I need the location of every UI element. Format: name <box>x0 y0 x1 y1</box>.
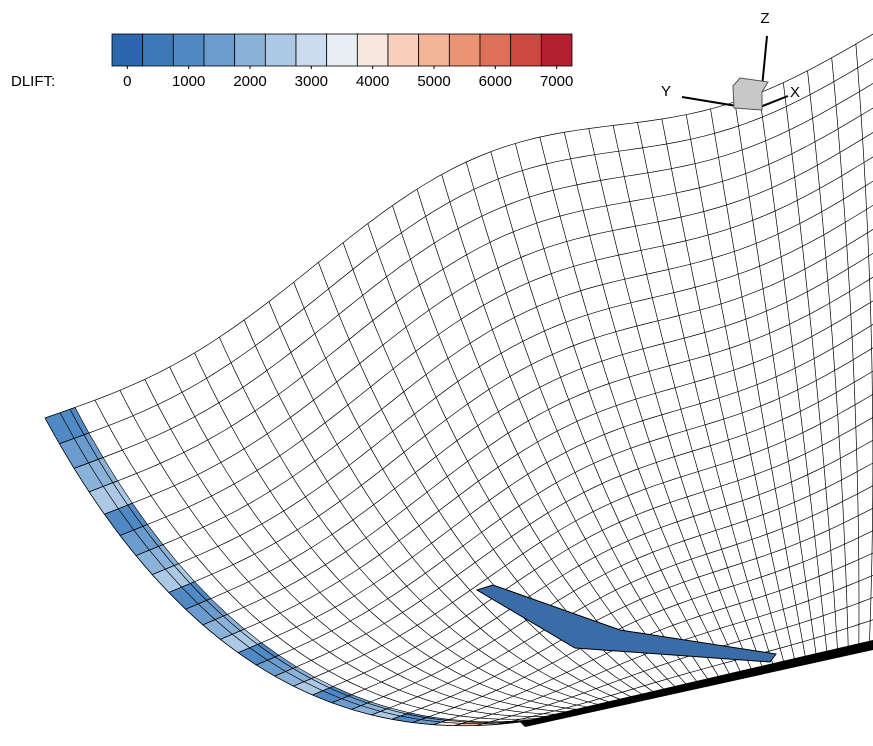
colorbar-cell <box>203 33 236 67</box>
mesh-line <box>331 439 873 704</box>
mesh-line <box>312 416 873 696</box>
y-label: Y <box>661 83 671 100</box>
mesh-line <box>152 204 873 575</box>
mesh-line <box>104 132 873 515</box>
colorbar-cell <box>111 33 144 67</box>
colorbar-cell <box>326 33 358 67</box>
wing <box>475 584 777 663</box>
colorbar-tick-label: 7000 <box>540 73 573 90</box>
mesh-line <box>367 223 658 696</box>
mesh-line <box>293 393 873 687</box>
colorbar-cell <box>356 33 389 67</box>
mesh-line <box>807 70 849 649</box>
colorbar-cell <box>142 33 174 67</box>
colorbar-cell <box>264 33 297 67</box>
colorbar-tick-label: 2000 <box>233 73 266 90</box>
mesh-line <box>433 552 873 726</box>
colorbar-cell <box>234 33 266 67</box>
mesh-line <box>497 619 873 725</box>
axes-triad: Z Y X <box>661 10 800 111</box>
colorbar-tick-label: 6000 <box>479 73 512 90</box>
colorbar-cell <box>510 33 542 67</box>
mesh-line <box>637 122 775 668</box>
colorbar-cell <box>387 33 420 67</box>
colorbar-cell <box>418 33 450 67</box>
mesh-line <box>185 252 873 610</box>
colorbar-tick-label: 3000 <box>295 73 328 90</box>
mesh-line <box>168 229 873 593</box>
x-label: X <box>790 84 800 101</box>
mesh-line <box>88 107 873 493</box>
colorbar-cell <box>295 33 328 67</box>
mesh-line <box>169 366 573 713</box>
mesh-line <box>391 507 873 720</box>
mesh-line <box>758 93 828 655</box>
mesh-line <box>351 462 873 710</box>
colorbar-label: DLIFT: <box>11 73 55 90</box>
mesh-line <box>59 58 873 445</box>
lower-edge <box>520 640 873 727</box>
surface-mesh <box>44 33 873 727</box>
colorbar-cell <box>448 33 481 67</box>
colorbar-tick-label: 1000 <box>172 73 205 90</box>
mesh-line <box>256 347 873 666</box>
triad-box <box>732 77 769 111</box>
colorbar-cell <box>172 33 205 67</box>
mesh-line <box>135 180 873 556</box>
mesh-line <box>685 114 796 663</box>
colorbar-cell <box>479 33 512 67</box>
z-label: Z <box>760 10 769 27</box>
colorbar: DLIFT: 0 1000 2000 3000 4000 5000 6000 7000 <box>11 33 573 90</box>
mesh-line <box>73 83 873 469</box>
mesh-line <box>371 485 873 716</box>
mesh-line <box>243 319 605 707</box>
colorbar-tick-label: 4000 <box>356 73 389 90</box>
colorbar-tick-label: 5000 <box>417 73 450 90</box>
mesh-line <box>119 156 873 536</box>
mesh-line <box>412 530 873 723</box>
mesh-line <box>220 300 873 640</box>
mesh-line <box>475 597 873 726</box>
colorbar-cell <box>540 33 573 67</box>
mesh-line <box>274 370 873 677</box>
mesh-line <box>237 323 873 654</box>
mesh-line <box>539 136 733 679</box>
colorbar-tick-label: 0 <box>123 73 131 90</box>
mesh-line <box>202 276 873 626</box>
